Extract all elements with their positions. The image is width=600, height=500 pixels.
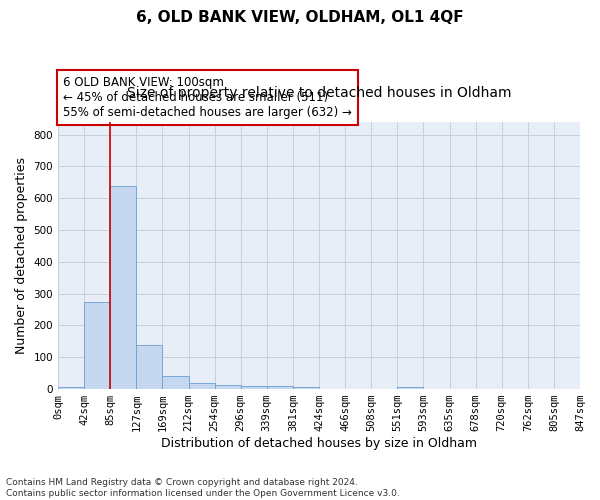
- Bar: [215, 386, 241, 389]
- Bar: [136, 345, 163, 389]
- Text: Contains HM Land Registry data © Crown copyright and database right 2024.
Contai: Contains HM Land Registry data © Crown c…: [6, 478, 400, 498]
- Text: 6, OLD BANK VIEW, OLDHAM, OL1 4QF: 6, OLD BANK VIEW, OLDHAM, OL1 4QF: [136, 10, 464, 25]
- Bar: [267, 386, 293, 389]
- Bar: [293, 386, 319, 389]
- Y-axis label: Number of detached properties: Number of detached properties: [15, 157, 28, 354]
- X-axis label: Distribution of detached houses by size in Oldham: Distribution of detached houses by size …: [161, 437, 477, 450]
- Title: Size of property relative to detached houses in Oldham: Size of property relative to detached ho…: [127, 86, 511, 100]
- Bar: [110, 186, 136, 389]
- Bar: [241, 386, 267, 389]
- Bar: [397, 386, 424, 389]
- Text: 6 OLD BANK VIEW: 100sqm
← 45% of detached houses are smaller (511)
55% of semi-d: 6 OLD BANK VIEW: 100sqm ← 45% of detache…: [63, 76, 352, 119]
- Bar: [188, 382, 215, 389]
- Bar: [84, 302, 110, 389]
- Bar: [163, 376, 188, 389]
- Bar: [58, 386, 84, 389]
